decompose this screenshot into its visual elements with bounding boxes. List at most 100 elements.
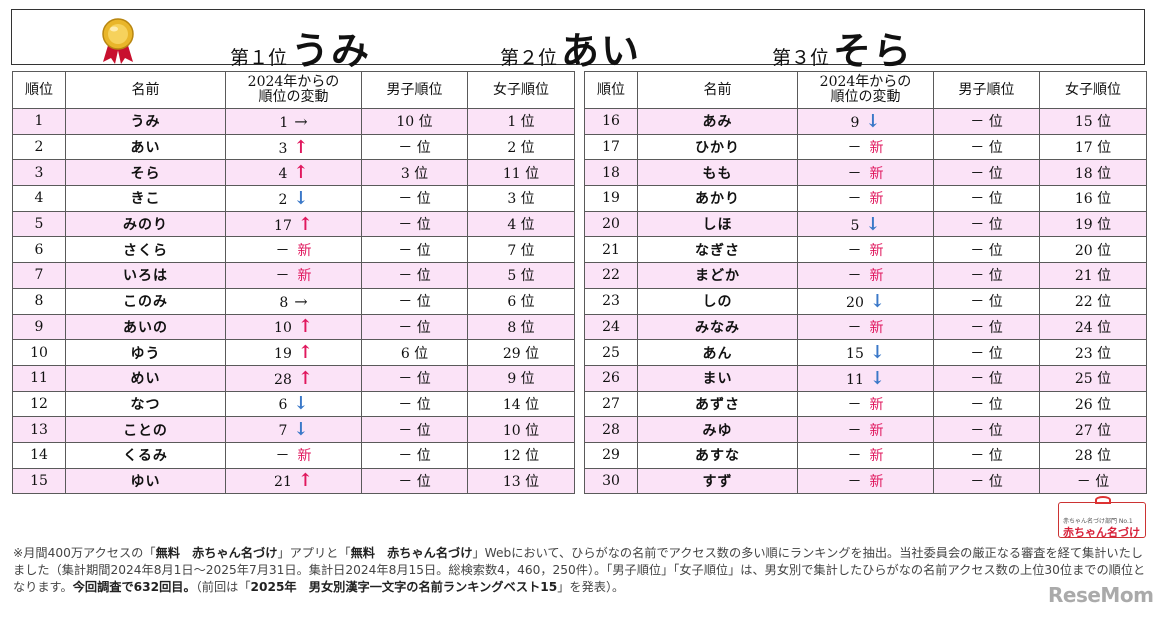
change-value: － xyxy=(847,422,862,439)
girl-rank-cell: 9 位 xyxy=(467,364,575,392)
change-cell: －新 xyxy=(797,416,934,443)
arrow-right-icon: → xyxy=(294,291,308,311)
rank-cell: 21 xyxy=(584,236,638,264)
rank-cell: 4 xyxy=(12,185,66,212)
top3-banner: 第１位 うみ 第２位 あい 第３位 そら xyxy=(11,9,1145,73)
change-value: － xyxy=(847,319,862,336)
new-badge: 新 xyxy=(869,319,884,336)
podium-place: 第１位 xyxy=(230,47,288,69)
name-cell: いろは xyxy=(65,262,226,289)
boy-rank-cell: － 位 xyxy=(933,339,1040,366)
arrow-up-icon: ↑ xyxy=(297,213,313,235)
table-row: 3 そら 4 ↑ 3 位 11 位 xyxy=(12,159,575,187)
girl-rank-cell: 25 位 xyxy=(1039,364,1147,392)
change-cell: 10 ↑ xyxy=(225,313,362,341)
girl-rank-cell: 28 位 xyxy=(1039,441,1147,469)
boy-rank-cell: － 位 xyxy=(933,287,1040,315)
rank-cell: 26 xyxy=(584,364,638,392)
boy-rank-cell: － 位 xyxy=(933,108,1040,135)
name-cell: あん xyxy=(637,339,798,366)
boy-rank-cell: － 位 xyxy=(933,185,1040,212)
girl-rank-cell: 8 位 xyxy=(467,313,575,341)
change-value: － xyxy=(275,242,290,259)
girl-rank-cell: 17 位 xyxy=(1039,133,1147,161)
boy-rank-cell: － 位 xyxy=(933,390,1040,418)
name-cell: きこ xyxy=(65,185,226,212)
name-cell: すず xyxy=(637,467,798,495)
rank-cell: 23 xyxy=(584,287,638,315)
table-row: 18 もも－新－ 位 18 位 xyxy=(584,159,1147,187)
arrow-down-icon: ↓ xyxy=(865,213,881,235)
name-cell: ゆう xyxy=(65,339,226,366)
rank-cell: 15 xyxy=(12,467,66,495)
table-row: 27 あずさ－新－ 位 26 位 xyxy=(584,390,1147,418)
name-cell: しほ xyxy=(637,210,798,238)
table-row: 28 みゆ－新－ 位 27 位 xyxy=(584,416,1147,443)
table-header-row: 順位 名前 2024年からの 順位の変動 男子順位 女子順位 xyxy=(12,71,575,109)
change-value: 19 xyxy=(274,346,292,363)
header-rank: 順位 xyxy=(584,71,638,109)
change-value: 3 xyxy=(278,140,288,157)
girl-rank-cell: 14 位 xyxy=(467,390,575,418)
header-name: 名前 xyxy=(637,71,798,109)
name-cell: あすな xyxy=(637,441,798,469)
boy-rank-cell: － 位 xyxy=(933,210,1040,238)
girl-rank-cell: 5 位 xyxy=(467,262,575,289)
arrow-down-icon: ↓ xyxy=(293,393,309,415)
change-cell: －新 xyxy=(797,262,934,289)
new-badge: 新 xyxy=(297,268,312,285)
change-value: 6 xyxy=(278,397,288,414)
change-value: 2 xyxy=(278,191,288,208)
change-value: － xyxy=(275,448,290,465)
change-value: － xyxy=(847,473,862,490)
boy-rank-cell: － 位 xyxy=(933,416,1040,443)
girl-rank-cell: 21 位 xyxy=(1039,262,1147,289)
table-row: 16 あみ 9 ↓ － 位 15 位 xyxy=(584,108,1147,135)
boy-rank-cell: － 位 xyxy=(361,236,468,264)
change-value: 17 xyxy=(274,217,292,234)
new-badge: 新 xyxy=(869,268,884,285)
boy-rank-cell: － 位 xyxy=(361,287,468,315)
rank-cell: 27 xyxy=(584,390,638,418)
arrow-up-icon: ↑ xyxy=(293,136,309,158)
girl-rank-cell: 19 位 xyxy=(1039,210,1147,238)
name-cell: なつ xyxy=(65,390,226,418)
header-boy-rank: 男子順位 xyxy=(933,71,1040,109)
new-badge: 新 xyxy=(869,191,884,208)
name-cell: あかり xyxy=(637,185,798,212)
header-girl-rank: 女子順位 xyxy=(467,71,575,109)
table-row: 19 あかり－新－ 位 16 位 xyxy=(584,185,1147,212)
new-badge: 新 xyxy=(869,140,884,157)
new-badge: 新 xyxy=(869,448,884,465)
rank-cell: 19 xyxy=(584,185,638,212)
arrow-down-icon: ↓ xyxy=(869,290,885,312)
change-value: － xyxy=(275,268,290,285)
change-value: － xyxy=(847,268,862,285)
girl-rank-cell: 23 位 xyxy=(1039,339,1147,366)
change-cell: 17 ↑ xyxy=(225,210,362,238)
name-cell: ひかり xyxy=(637,133,798,161)
header-girl-rank: 女子順位 xyxy=(1039,71,1147,109)
new-badge: 新 xyxy=(869,473,884,490)
girl-rank-cell: 27 位 xyxy=(1039,416,1147,443)
change-value: 9 xyxy=(850,114,860,131)
table-row: 23 しの 20 ↓ － 位 22 位 xyxy=(584,287,1147,315)
new-badge: 新 xyxy=(869,396,884,413)
girl-rank-cell: 18 位 xyxy=(1039,159,1147,187)
girl-rank-cell: 20 位 xyxy=(1039,236,1147,264)
change-cell: 1 → xyxy=(225,108,362,135)
name-cell: そら xyxy=(65,159,226,187)
rank-cell: 24 xyxy=(584,313,638,341)
boy-rank-cell: 3 位 xyxy=(361,159,468,187)
arrow-up-icon: ↑ xyxy=(297,470,313,492)
arrow-up-icon: ↑ xyxy=(293,162,309,184)
change-cell: 2 ↓ xyxy=(225,185,362,212)
rank-cell: 17 xyxy=(584,133,638,161)
change-cell: －新 xyxy=(797,441,934,469)
girl-rank-cell: － 位 xyxy=(1039,467,1147,495)
change-cell: 21 ↑ xyxy=(225,467,362,495)
table-row: 22 まどか－新－ 位 21 位 xyxy=(584,262,1147,289)
new-badge: 新 xyxy=(297,242,312,259)
